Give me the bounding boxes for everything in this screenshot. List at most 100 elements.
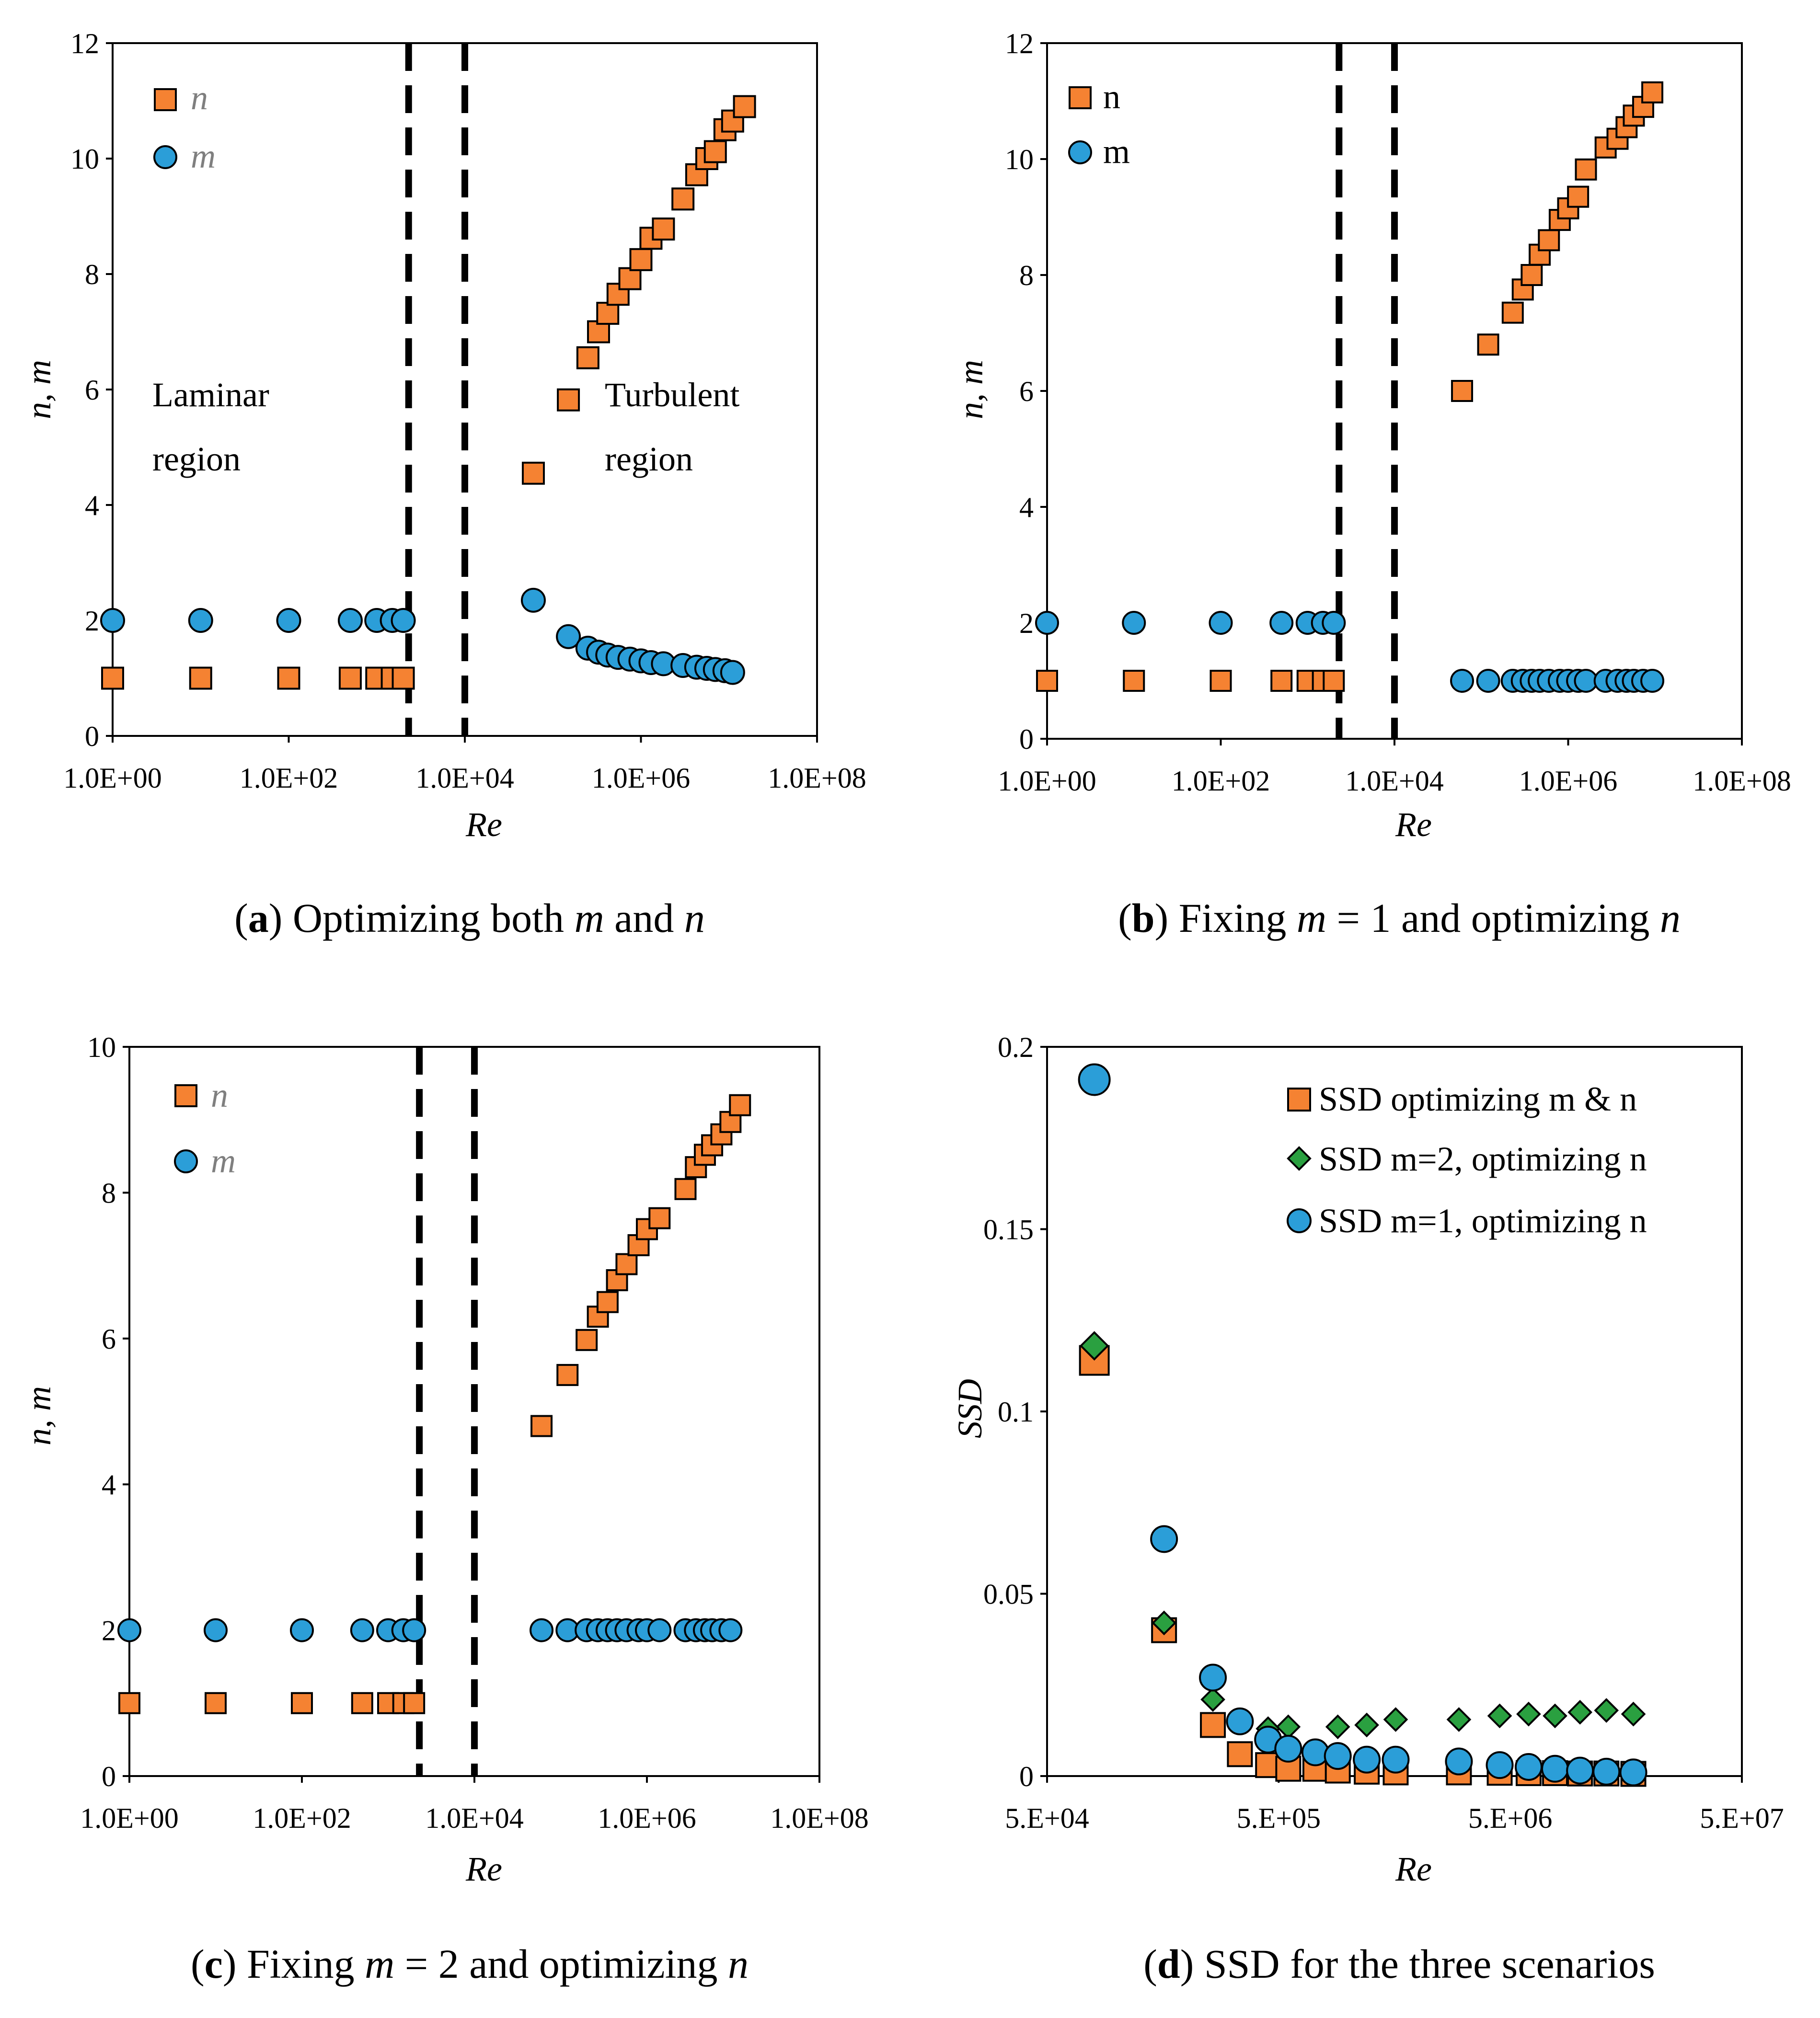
panel-a-legend-m-marker <box>153 145 177 169</box>
panel-d-ssd-m-2-optimizing-n-point <box>1079 1331 1109 1361</box>
panel-c-n-point <box>291 1692 313 1714</box>
panel-a-vlines <box>405 43 468 736</box>
panel-a-laminar-line1: Laminar <box>152 376 269 414</box>
panel-c-y-tick-label: 2 <box>102 1615 116 1647</box>
panel-c-n-point <box>729 1094 751 1116</box>
panel-b-y-tick-label: 6 <box>1019 376 1034 407</box>
panel-c-y-tick-label: 6 <box>102 1323 116 1355</box>
panel-b-m-point <box>1640 669 1665 693</box>
panel-c-m-point <box>718 1618 743 1642</box>
panel-b-n-point <box>1575 158 1597 181</box>
panel-a-points <box>100 95 756 690</box>
panel-b-y-tick-label: 2 <box>1019 608 1034 639</box>
panel-a-turbulent-line1: Turbulent <box>605 376 739 414</box>
panel-b-y-tick-label: 0 <box>1019 723 1034 755</box>
panel-a-caption-var1: m <box>575 895 604 941</box>
panel-b-y-tick-label: 4 <box>1019 492 1034 523</box>
panel-c-x-axis-label: Re <box>465 1850 502 1888</box>
panel-a-m-point <box>100 608 125 633</box>
panel-d-ssd-m-1-optimizing-n-point <box>1324 1742 1352 1770</box>
panel-c-x-tick-label: 1.0E+00 <box>80 1802 179 1834</box>
panel-b-n-point <box>1538 229 1560 252</box>
panel-c-m-point <box>530 1618 554 1642</box>
panel-c-m-point <box>290 1618 314 1642</box>
panel-a-caption: (a) Optimizing both m and n <box>234 895 705 941</box>
panel-a-n-point <box>629 248 653 271</box>
panel-d-ssd-m-2-optimizing-n-point <box>1516 1701 1541 1727</box>
panel-d-x-ticks: 5.E+04 5.E+05 5.E+06 5.E+07 <box>1005 1776 1784 1834</box>
panel-a-m-point <box>391 608 416 633</box>
panel-c-y-tick-label: 10 <box>87 1032 116 1063</box>
panel-c-caption-pre: Fixing <box>236 1941 365 1987</box>
panel-b-n-point <box>1209 670 1232 692</box>
panel-d-ssd-optimizing-m-n-point <box>1227 1741 1253 1767</box>
panel-b-caption-pre: Fixing <box>1168 895 1297 941</box>
panel-d: 0 0.05 0.1 0.15 0.2 5.E+04 5.E+05 5.E+06 5.E+07… <box>951 1032 1784 1987</box>
panel-d-y-tick-label: 0.1 <box>998 1396 1034 1428</box>
panel-a-n-point <box>671 187 695 211</box>
panel-a-y-tick-label: 4 <box>85 490 99 521</box>
panel-c-m-point <box>204 1618 228 1642</box>
panel-d-ssd-m-1-optimizing-n-point <box>1486 1751 1514 1779</box>
panel-c-n-point <box>351 1692 373 1714</box>
panel-d-ssd-m-1-optimizing-n-point <box>1274 1734 1302 1763</box>
panel-a-x-axis-label: Re <box>465 805 502 844</box>
panel-b-legend-m-marker <box>1068 140 1092 164</box>
panel-a-y-tick-label: 6 <box>85 374 99 406</box>
panel-a-legend-m-label: m <box>191 137 216 175</box>
panel-d-x-tick-label: 5.E+07 <box>1700 1802 1784 1834</box>
panel-d-x-tick-label: 5.E+04 <box>1005 1802 1089 1834</box>
panel-b-x-axis-label: Re <box>1395 805 1432 844</box>
panel-c-n-point <box>674 1178 697 1200</box>
panel-d-ssd-m-1-optimizing-n-point <box>1592 1757 1621 1786</box>
panel-d-ssd-m-2-optimizing-n-point <box>1152 1610 1176 1636</box>
panel-a-legend-n-label: n <box>191 79 208 117</box>
panel-a-n-point <box>652 218 675 241</box>
panel-d-ssd-m-2-optimizing-n-point <box>1446 1707 1472 1732</box>
panel-c-x-tick-label: 1.0E+06 <box>598 1802 696 1834</box>
panel-d-points <box>1078 1063 1647 1787</box>
panel-c-y-axis-label: n, m <box>20 1386 58 1445</box>
panel-b-m-point <box>1322 611 1346 635</box>
panel-d-y-tick-label: 0.05 <box>983 1579 1034 1610</box>
panel-c-n-point <box>556 1364 579 1386</box>
panel-b-n-point <box>1567 185 1590 208</box>
panel-c-n-point <box>648 1207 671 1229</box>
panel-a-laminar-line2: region <box>152 440 241 478</box>
panel-a-x-tick-label: 1.0E+02 <box>240 762 338 794</box>
panel-b-x-tick-label: 1.0E+06 <box>1519 765 1618 797</box>
panel-d-y-axis-label: SSD <box>951 1379 989 1438</box>
panel-b-y-tick-label: 12 <box>1005 28 1034 59</box>
panel-c-legend-m-label: m <box>211 1142 236 1180</box>
panel-b-x-tick-label: 1.0E+04 <box>1345 765 1444 797</box>
panel-b-caption: (b) Fixing m = 1 and optimizing n <box>1118 895 1681 941</box>
panel-b-n-point <box>1270 670 1293 692</box>
panel-b-vlines <box>1336 43 1398 739</box>
panel-b-caption-var2: n <box>1660 895 1681 941</box>
panel-a-m-point <box>720 660 745 685</box>
panel-c-caption-letter: c <box>205 1941 223 1987</box>
panel-d-y-ticks: 0 0.05 0.1 0.15 0.2 <box>983 1032 1047 1792</box>
panel-a-caption-mid: and <box>604 895 684 941</box>
panel-b-y-tick-label: 10 <box>1005 144 1034 175</box>
panel-d-ssd-optimizing-m-n-point <box>1200 1712 1226 1738</box>
panel-d-legend-ssd-mn-label: SSD optimizing m & n <box>1319 1080 1637 1118</box>
panel-d-y-tick-label: 0.2 <box>998 1032 1034 1063</box>
panel-b-x-ticks: 1.0E+00 1.0E+02 1.0E+04 1.0E+06 1.0E+08 <box>998 739 1791 797</box>
panel-c-m-point <box>402 1618 426 1642</box>
panel-a-n-point <box>189 666 212 690</box>
panel-b-legend-n-label: n <box>1103 78 1120 116</box>
panel-b-caption-mid: = 1 and optimizing <box>1326 895 1660 941</box>
panel-d-ssd-m-2-optimizing-n-point <box>1543 1703 1567 1729</box>
panel-b-caption-var1: m <box>1297 895 1326 941</box>
panel-c-y-ticks: 0 2 4 6 8 10 <box>87 1032 129 1792</box>
panel-b-x-tick-label: 1.0E+00 <box>998 765 1096 797</box>
panel-b-n-point <box>1641 81 1664 103</box>
panel-d-ssd-m-1-optimizing-n-point <box>1445 1747 1473 1776</box>
panel-c-x-tick-label: 1.0E+02 <box>253 1802 351 1834</box>
panel-a-n-point <box>721 109 744 133</box>
panel-d-y-tick-label: 0 <box>1019 1761 1034 1792</box>
panel-d-ssd-m-1-optimizing-n-point <box>1150 1525 1178 1553</box>
